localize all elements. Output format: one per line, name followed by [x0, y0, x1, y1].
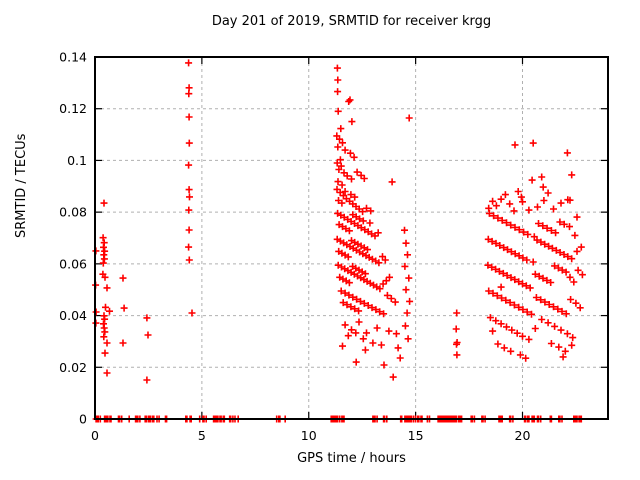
y-tick-label: 0.02 [59, 360, 87, 375]
y-tick-label: 0.06 [59, 256, 87, 271]
y-tick-label: 0.04 [59, 308, 87, 323]
x-axis-label: GPS time / hours [297, 451, 406, 466]
x-tick-label: 0 [91, 428, 99, 443]
chart-title: Day 201 of 2019, SRMTID for receiver krg… [211, 14, 492, 29]
x-tick-label: 15 [408, 428, 424, 443]
scatter-markers [92, 59, 586, 423]
x-tick-label: 10 [301, 428, 317, 443]
data-points [92, 59, 586, 423]
tick-labels: 0 5 10 15 20 0 0.02 0.04 0.06 0.08 0.1 0.12 0.14 [59, 50, 530, 444]
y-tick-label: 0.14 [59, 50, 87, 65]
grid-lines [95, 57, 608, 419]
plot-border [94, 56, 609, 420]
y-tick-label: 0 [79, 412, 87, 427]
y-tick-label: 0.12 [59, 101, 87, 116]
x-tick-label: 5 [198, 428, 206, 443]
y-tick-label: 0.1 [67, 153, 87, 168]
x-tick-label: 20 [515, 428, 531, 443]
y-tick-label: 0.08 [59, 205, 87, 220]
